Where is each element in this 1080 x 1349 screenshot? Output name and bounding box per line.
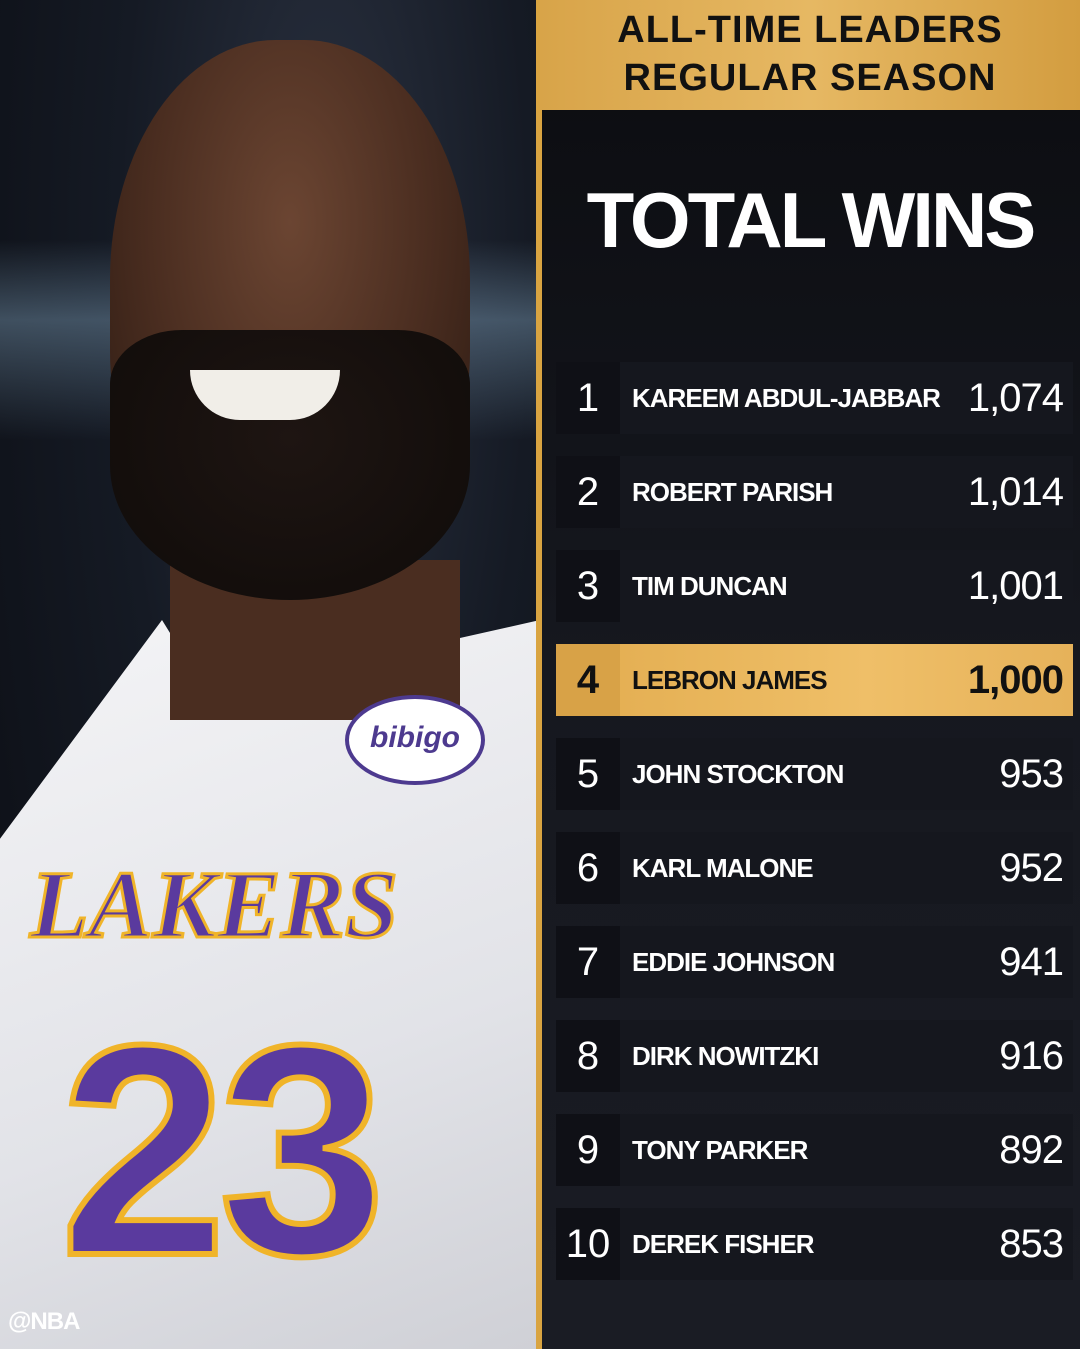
sponsor-patch: bibigo — [345, 695, 485, 785]
rank: 4 — [556, 644, 620, 716]
wins-value: 1,014 — [967, 469, 1064, 514]
wins-value: 892 — [999, 1127, 1064, 1172]
leader-row: 4 LEBRON JAMES 1,000 — [556, 644, 1073, 716]
rank: 7 — [556, 926, 620, 998]
jersey-number: 23 — [57, 982, 389, 1318]
header-banner: ALL-TIME LEADERS REGULAR SEASON — [540, 0, 1080, 110]
rank: 1 — [556, 362, 620, 434]
player-name: ROBERT PARISH — [632, 476, 833, 507]
wins-value: 916 — [999, 1033, 1064, 1078]
smile — [190, 370, 340, 420]
watermark: @NBA — [8, 1308, 80, 1335]
player-name: KAREEM ABDUL-JABBAR — [632, 382, 941, 413]
player-name: KARL MALONE — [632, 852, 814, 883]
rank: 10 — [556, 1208, 620, 1280]
wins-value: 1,000 — [967, 657, 1064, 702]
wins-value: 941 — [999, 939, 1064, 984]
player-name: TIM DUNCAN — [632, 570, 788, 601]
leader-row: 5 JOHN STOCKTON 953 — [556, 738, 1073, 810]
page-title: TOTAL WINS — [586, 176, 1037, 264]
wins-value: 1,001 — [967, 563, 1064, 608]
leader-row: 3 TIM DUNCAN 1,001 — [556, 550, 1073, 622]
player-name: JOHN STOCKTON — [632, 758, 844, 789]
leader-row: 7 EDDIE JOHNSON 941 — [556, 926, 1073, 998]
wins-value: 952 — [999, 845, 1064, 890]
wins-value: 953 — [999, 751, 1064, 796]
team-wordmark: LAKERS — [28, 850, 399, 960]
player-name: DIRK NOWITZKI — [632, 1040, 819, 1071]
player-photo: bibigo LAKERS 23 @NBA — [0, 0, 540, 1349]
leader-row: 10 DEREK FISHER 853 — [556, 1208, 1073, 1280]
leader-row: 6 KARL MALONE 952 — [556, 832, 1073, 904]
leader-row: 1 KAREEM ABDUL-JABBAR 1,074 — [556, 362, 1073, 434]
header-line2: REGULAR SEASON — [623, 57, 997, 99]
header-line1: ALL-TIME LEADERS — [617, 9, 1003, 51]
rank: 5 — [556, 738, 620, 810]
rank: 3 — [556, 550, 620, 622]
leader-row: 8 DIRK NOWITZKI 916 — [556, 1020, 1073, 1092]
rank: 8 — [556, 1020, 620, 1092]
player-name: EDDIE JOHNSON — [632, 946, 835, 977]
wins-value: 853 — [999, 1221, 1064, 1266]
player-name: TONY PARKER — [632, 1134, 808, 1165]
wins-value: 1,074 — [967, 375, 1064, 420]
rank: 2 — [556, 456, 620, 528]
leader-row: 9 TONY PARKER 892 — [556, 1114, 1073, 1186]
rank: 9 — [556, 1114, 620, 1186]
divider — [536, 0, 542, 1349]
player-name: LEBRON JAMES — [632, 664, 828, 695]
leader-row: 2 ROBERT PARISH 1,014 — [556, 456, 1073, 528]
player-name: DEREK FISHER — [632, 1228, 815, 1259]
rank: 6 — [556, 832, 620, 904]
